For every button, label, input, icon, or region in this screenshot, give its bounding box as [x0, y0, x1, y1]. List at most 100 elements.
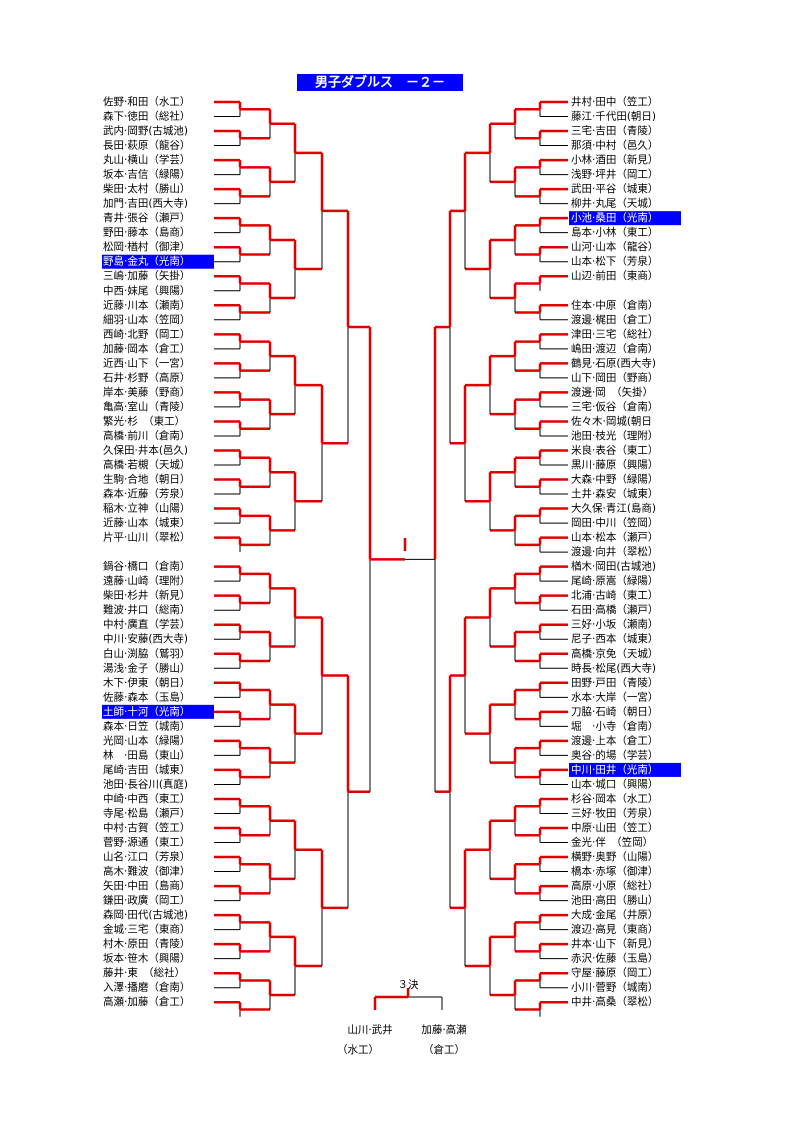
entry-name: 藤井·東 （総社）	[103, 966, 185, 979]
entry-name: 高橋·前川（倉南）	[103, 429, 190, 442]
entry-name: 米良·表谷（東工）	[571, 443, 658, 456]
entry-name: 生駒·合地（朝日）	[103, 473, 190, 486]
entry-name: 中川·安藤(西大寺)	[103, 632, 188, 645]
title-box	[297, 74, 463, 91]
entry-name: 森本·近藤（芳泉）	[103, 487, 190, 500]
entry-name: 亀高·室山（青陵）	[103, 400, 190, 413]
entry-name: 光岡·山本（緑陽）	[103, 734, 190, 747]
entry-name: 野田·藤本（島商）	[103, 226, 190, 239]
entry-name: 三嶋·加藤（矢掛）	[103, 269, 190, 282]
entry-name: 近藤·山本（城東）	[103, 516, 190, 529]
entry-name: 井村·田中（笠工）	[571, 95, 658, 108]
entry-name: 田野·戸田（青陵）	[571, 676, 658, 689]
entry-name: 佐野·和田（水工）	[103, 95, 190, 108]
entry-name: 森下·徳田（総社）	[103, 110, 190, 123]
entry-name: 渡邊·梶田（倉工）	[571, 313, 658, 326]
entry-name: 池田·長谷川(真庭)	[103, 777, 188, 790]
entry-name: 小川·菅野（城南）	[571, 981, 658, 994]
entry-name: 白山·渕脇（鷲羽）	[103, 647, 190, 660]
entry-name: 青井·張谷（瀬戸）	[103, 211, 190, 224]
entry-name: 長田·萩原（龍谷）	[103, 139, 190, 152]
entry-name: 木下·伊東（朝日）	[103, 676, 190, 689]
entry-name: 山本·城口（興陽）	[571, 777, 658, 790]
entry-name: 細羽·山本（笠岡）	[103, 313, 190, 326]
entry-name: 橋本·赤塚（御津）	[571, 865, 658, 878]
entry-name: 中西·妹尾（興陽）	[103, 284, 190, 297]
entry-name: 赤沢·佐藤（玉島）	[571, 952, 658, 965]
entry-name: 三好·小坂（瀬南）	[571, 618, 658, 631]
entry-name: 菅野·源通（東工）	[103, 836, 190, 849]
highlight	[569, 762, 681, 777]
entry-name: 坂本·吉信（緑陽）	[103, 168, 190, 181]
entry-name: 刀脇·石崎（朝日）	[571, 705, 658, 718]
entry-name: 三宅·吉田（青陵）	[571, 124, 658, 137]
entry-name: 大成·金尾（井原）	[571, 908, 658, 921]
third-place-right-names: 加藤·高瀬	[421, 1023, 467, 1036]
entry-name: 津田·三宅（総社）	[571, 327, 658, 340]
entry-name: 金光·伴 （笠岡）	[571, 836, 653, 849]
entry-name: 金城·三宅（東商）	[103, 923, 190, 936]
entry-name: 入澤·播磨（倉南）	[103, 981, 190, 994]
entry-name: 北浦·古崎（東工）	[571, 589, 658, 602]
entry-name: 土井·森安（城東）	[571, 487, 658, 500]
entry-name: 時長·松尾(西大寺)	[571, 661, 656, 674]
entry-name: 寺尾·松島（瀬戸）	[103, 806, 190, 819]
entry-name: 湯浅·金子（勝山）	[103, 661, 190, 674]
entry-name: 石井·杉野（高原）	[103, 371, 190, 384]
entry-name: 繁光·杉 （東工）	[103, 414, 185, 427]
entry-name: 武内·岡野(古城池)	[103, 124, 188, 137]
entry-name: 楢木·岡田(古城池)	[571, 560, 656, 573]
third-place-label: ３決	[398, 979, 419, 991]
entry-name: 浅野·坪井（岡工）	[571, 168, 658, 181]
entry-name: 山本·松本（瀬戸）	[571, 531, 658, 544]
entry-name: 鎌田·政廣（岡工）	[103, 894, 190, 907]
entry-name: 小林·酒田（新見）	[571, 153, 658, 166]
entry-name: 山河·山本（龍谷）	[571, 240, 658, 253]
title: 男子ダブルス －２－	[315, 75, 445, 91]
entry-name: 中川·田井（光南）	[571, 763, 658, 776]
entry-name: 大久保·青江(島商)	[571, 502, 656, 515]
entry-name: 高原·小原（総社）	[571, 879, 658, 892]
highlight	[102, 254, 214, 269]
entry-name: 島本·小林（東工）	[571, 226, 658, 239]
entry-name: 鍋谷·橋口（倉南）	[103, 560, 190, 573]
third-place-left-names: 山川·武井	[347, 1023, 392, 1036]
entry-name: 渡辺·高見（東商）	[571, 923, 658, 936]
entry-name: 丸山·横山（学芸）	[103, 153, 190, 166]
entry-name: 森本·日笠（城南）	[103, 719, 190, 732]
entry-name: 中井·高桑（翠松）	[571, 995, 658, 1008]
entry-name: 柳井·丸尾（天城）	[571, 197, 658, 210]
third-place-bracket	[373, 988, 443, 1010]
entry-name: 矢田·中田（島商）	[103, 879, 190, 892]
entry-name: 三宅·仮谷（倉南）	[571, 400, 658, 413]
entry-name: 守屋·藤原（岡工）	[571, 966, 658, 979]
entry-name: 西崎·北野（岡工）	[103, 327, 190, 340]
entry-name: 岡田·中川（笠岡）	[571, 516, 658, 529]
entry-name: 高橋·京免（天城）	[571, 647, 658, 660]
entry-name: 柴田·杉井（新見）	[103, 589, 190, 602]
entry-name: 林 ·田島（東山）	[103, 748, 190, 761]
entry-name: 堀 ·小寺（倉南）	[571, 719, 658, 732]
entry-name: 尾崎·原嵩（緑陽）	[571, 574, 658, 587]
entry-name: 渡邊·向井（翠松）	[571, 545, 658, 558]
entry-name: 那須·中村（邑久）	[571, 139, 658, 152]
entry-name: 坂本·笹木（興陽）	[103, 952, 190, 965]
entry-name: 松岡·楢村（御津）	[103, 240, 190, 253]
entry-name: 尼子·西本（城東）	[571, 632, 658, 645]
entry-name: 奥谷·的場（学芸）	[571, 748, 658, 761]
entry-name: 中崎·中西（東工）	[103, 792, 190, 805]
entry-name: 井本·山下（新見）	[571, 937, 658, 950]
entry-name: 佐々木·岡城(朝日	[571, 414, 652, 427]
entry-name: 中村·古賀（笠工）	[103, 821, 190, 834]
entry-name: 高木·難波（御津）	[103, 865, 190, 878]
entry-name: 土師·十河（光南）	[103, 705, 190, 718]
entry-name: 中原·山田（笠工）	[571, 821, 658, 834]
third-place-right-school: （倉工）	[423, 1043, 465, 1056]
entry-name: 近西·山下（一宮）	[103, 356, 190, 369]
entry-name: 久保田·井本(邑久)	[103, 443, 188, 456]
highlight	[569, 211, 681, 226]
entry-name: 遠藤·山崎（理附）	[103, 574, 190, 587]
entry-name: 水本·大岸（一宮）	[571, 690, 658, 703]
entry-name: 稲木·立神（山陽）	[103, 502, 190, 515]
